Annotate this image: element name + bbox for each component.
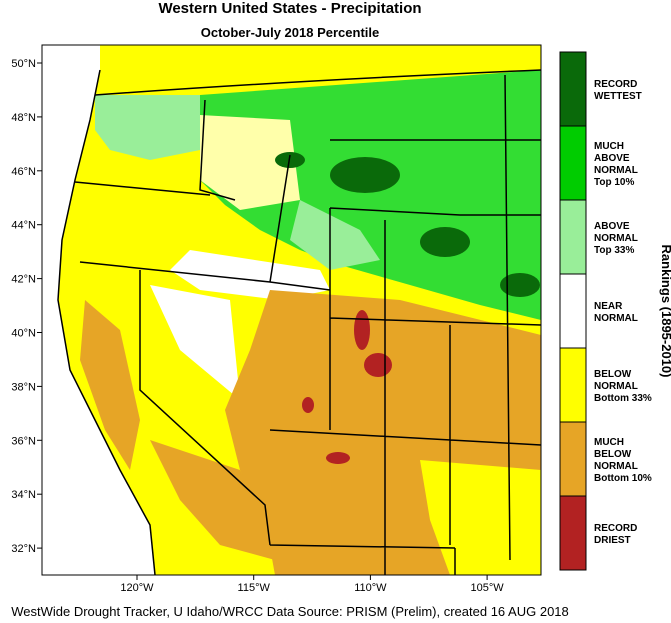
map-frame <box>41 44 542 576</box>
legend-line: MUCH <box>594 141 624 152</box>
legend-swatch <box>559 347 587 423</box>
footer: WestWide Drought Tracker, U Idaho/WRCC D… <box>11 604 569 619</box>
legend-label: ABOVE NORMAL Top 33% <box>594 221 638 256</box>
lat-label: 36°N <box>11 435 36 447</box>
lat-label: 34°N <box>11 489 36 501</box>
title: Western United States - Precipitation <box>158 0 421 17</box>
legend-title: Rankings (1895-2010) <box>659 245 671 378</box>
legend-line: MUCH <box>594 437 624 448</box>
legend-line: NORMAL <box>594 461 638 472</box>
map <box>42 45 541 575</box>
legend-label: NEAR NORMAL <box>594 301 638 324</box>
lat-label: 46°N <box>11 166 36 178</box>
legend-line: Bottom 33% <box>594 393 652 404</box>
legend-line: BELOW <box>594 449 632 460</box>
legend-line: WETTEST <box>594 91 642 102</box>
lat-label: 32°N <box>11 543 36 555</box>
lat-label: 44°N <box>11 220 36 232</box>
legend-swatch <box>559 125 587 201</box>
legend-line: ABOVE <box>594 221 630 232</box>
legend-line: BELOW <box>594 369 632 380</box>
legend-line: NORMAL <box>594 381 638 392</box>
legend-label: BELOW NORMAL Bottom 33% <box>594 369 652 404</box>
lat-label: 38°N <box>11 381 36 393</box>
legend-line: NORMAL <box>594 165 638 176</box>
legend-label: MUCH BELOW NORMAL Bottom 10% <box>594 437 652 484</box>
lat-label: 40°N <box>11 328 36 340</box>
legend-swatch <box>559 421 587 497</box>
lon-label: 120°W <box>120 582 154 594</box>
legend-line: NORMAL <box>594 233 638 244</box>
lat-label: 50°N <box>11 58 36 70</box>
legend-swatch <box>559 495 587 571</box>
legend-swatch <box>559 199 587 275</box>
legend-label: MUCH ABOVE NORMAL Top 10% <box>594 141 638 188</box>
lat-label: 42°N <box>11 274 36 286</box>
legend-line: RECORD <box>594 79 637 90</box>
legend-line: DRIEST <box>594 535 631 546</box>
legend-line: Top 33% <box>594 245 634 256</box>
legend-line: RECORD <box>594 523 637 534</box>
lat-label: 48°N <box>11 112 36 124</box>
legend-swatch <box>559 51 587 127</box>
legend-label: RECORD DRIEST <box>594 523 637 546</box>
legend-line: Bottom 10% <box>594 473 652 484</box>
legend-line: NEAR <box>594 301 623 312</box>
legend-line: Top 10% <box>594 177 634 188</box>
lon-label: 110°W <box>354 582 387 594</box>
legend-line: NORMAL <box>594 313 638 324</box>
legend-swatch <box>559 273 587 349</box>
subtitle: October-July 2018 Percentile <box>201 25 379 40</box>
legend-label: RECORD WETTEST <box>594 79 642 102</box>
legend-line: ABOVE <box>594 153 630 164</box>
lon-label: 115°W <box>238 582 271 594</box>
lon-label: 105°W <box>471 582 505 594</box>
